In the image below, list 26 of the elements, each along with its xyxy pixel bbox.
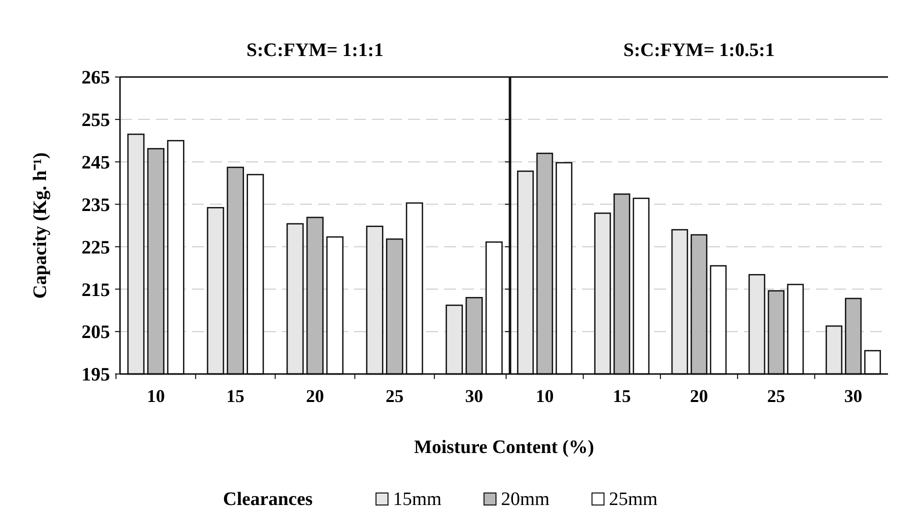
legend-title: Clearances — [223, 489, 313, 510]
legend-label: 15mm — [393, 489, 442, 510]
x-tick-label: 15 — [612, 386, 631, 406]
chart-title: S:C:FYM= 1:1:1 — [246, 40, 384, 61]
x-tick-label: 30 — [844, 386, 862, 406]
y-tick-label: 195 — [82, 364, 110, 386]
chart-title: S:C:FYM= 1:0.5:1 — [623, 40, 775, 61]
x-tick-label: 25 — [767, 386, 786, 406]
y-axis-title: Capacity (Kg. h⁻¹) — [30, 152, 51, 299]
y-tick-label: 255 — [82, 110, 110, 132]
y-tick-label: 205 — [82, 322, 110, 344]
x-tick-label: 25 — [386, 386, 404, 406]
y-tick-label: 265 — [82, 68, 110, 89]
y-tick-label: 235 — [82, 194, 110, 216]
x-tick-label: 10 — [146, 386, 165, 406]
x-tick-label: 10 — [536, 386, 554, 406]
y-tick-label: 215 — [82, 280, 110, 301]
x-axis-title: Moisture Content (%) — [414, 437, 594, 458]
legend-label: 20mm — [501, 489, 550, 510]
x-tick-label: 20 — [690, 386, 708, 406]
y-tick-label: 245 — [82, 152, 110, 174]
legend-label: 25mm — [609, 489, 658, 510]
x-tick-label: 15 — [226, 386, 244, 406]
x-tick-label: 30 — [465, 386, 484, 406]
x-tick-label: 20 — [306, 386, 324, 406]
y-tick-label: 225 — [82, 237, 110, 258]
